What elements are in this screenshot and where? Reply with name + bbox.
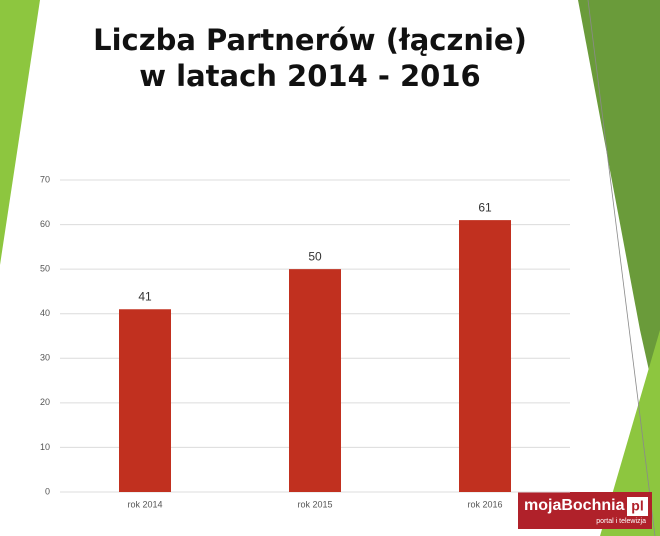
logo-domain: pl — [631, 498, 643, 514]
logo-name: mojaBochnia — [524, 497, 625, 514]
y-tick-label: 10 — [40, 442, 50, 452]
y-tick-label: 50 — [40, 264, 50, 274]
logo-tagline: portal i telewizja — [596, 518, 646, 525]
x-tick-label: rok 2014 — [127, 499, 162, 509]
x-tick-label: rok 2015 — [297, 499, 332, 509]
decor-right-light — [600, 330, 660, 536]
logo-domain-box — [627, 497, 648, 516]
chart-title: Liczba Partnerów (łącznie) — [93, 23, 527, 57]
y-tick-label: 60 — [40, 219, 50, 229]
value-label: 50 — [308, 249, 322, 263]
y-tick-label: 0 — [45, 486, 50, 496]
chart-title: w latach 2014 - 2016 — [139, 59, 480, 93]
y-tick-label: 20 — [40, 397, 50, 407]
decor-left — [0, 0, 40, 265]
bar — [289, 269, 341, 492]
y-tick-label: 40 — [40, 308, 50, 318]
x-tick-label: rok 2016 — [467, 499, 502, 509]
decor-line — [587, 0, 656, 536]
y-tick-label: 30 — [40, 353, 50, 363]
bar — [459, 220, 511, 492]
y-tick-label: 70 — [40, 174, 50, 184]
decor-right-dark — [578, 0, 660, 420]
value-label: 61 — [478, 200, 492, 214]
logo: mojaBochnia pl portal i telewizja — [518, 492, 652, 529]
value-label: 41 — [138, 289, 152, 303]
bar — [119, 309, 171, 492]
